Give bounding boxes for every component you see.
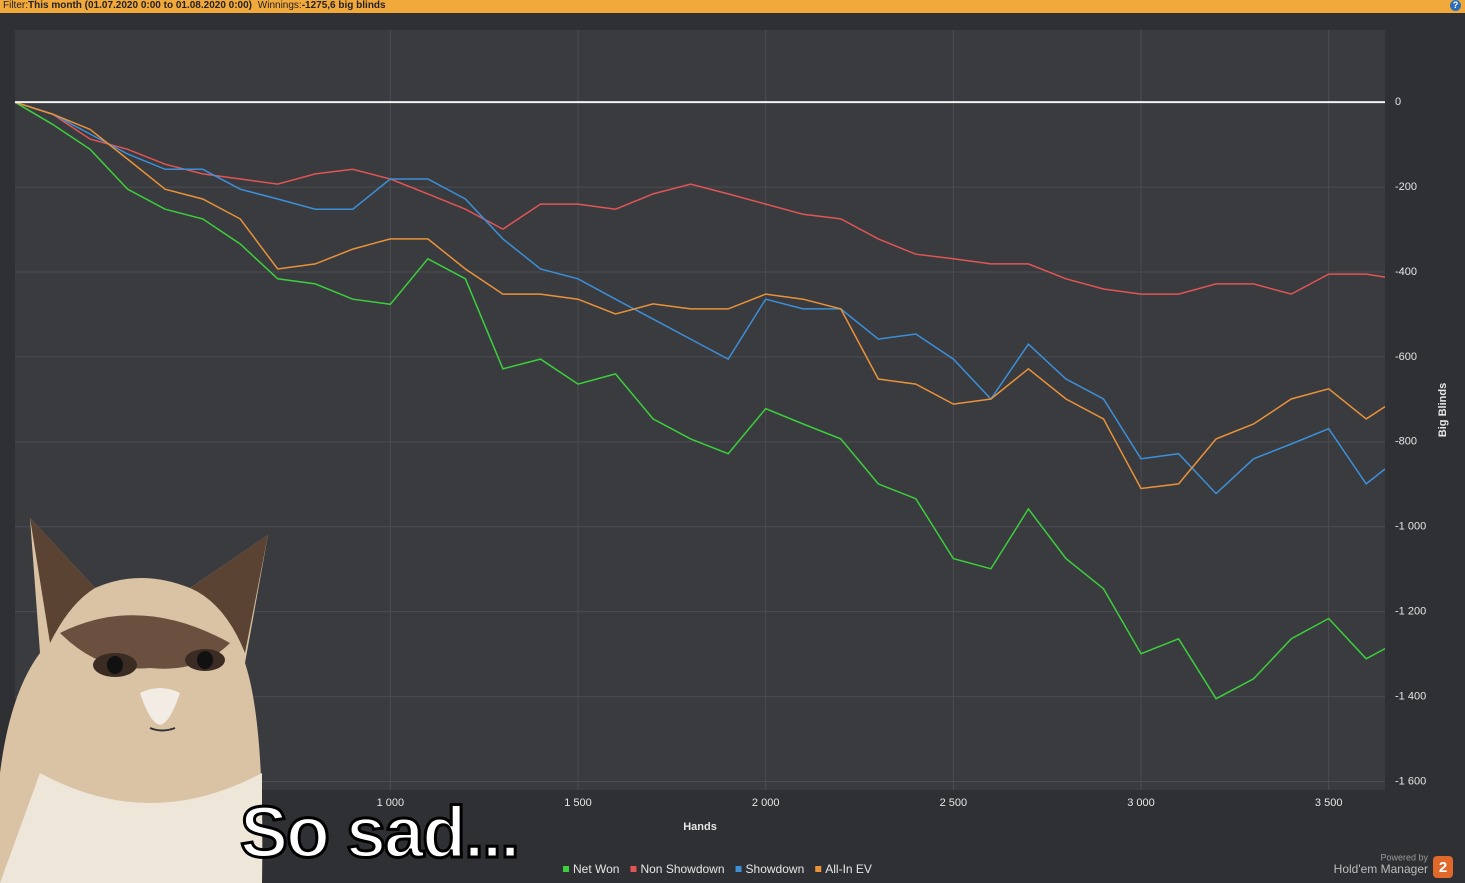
series-line <box>14 101 1386 700</box>
y-tick-label: -1 400 <box>1395 690 1426 702</box>
product-name: Hold'em Manager <box>1334 862 1428 876</box>
legend-label: Net Won <box>573 862 619 876</box>
x-tick-label: 1 000 <box>377 797 405 809</box>
y-tick-label: -600 <box>1395 351 1417 363</box>
series-line <box>14 101 1386 495</box>
logo-badge <box>1433 856 1453 878</box>
filter-bar: Filter:This month (01.07.2020 0:00 to 01… <box>0 0 1465 13</box>
x-tick-label: 3 000 <box>1127 797 1155 809</box>
y-tick-label: -1 600 <box>1395 775 1426 787</box>
winnings-value: -1275,6 big blinds <box>301 0 386 11</box>
filter-value: This month (01.07.2020 0:00 to 01.08.202… <box>28 0 252 11</box>
legend-swatch <box>563 866 569 872</box>
x-tick-label: 2 000 <box>752 797 780 809</box>
legend-swatch <box>815 866 822 872</box>
y-tick-label: -800 <box>1395 436 1417 448</box>
chart: So sad... Powered by Hold'em Manager 2 0… <box>0 30 1453 883</box>
y-tick-label: -400 <box>1395 266 1417 278</box>
y-axis-title: Big Blinds <box>1437 383 1449 437</box>
powered-by: Powered by <box>1380 852 1428 862</box>
legend-label: Non Showdown <box>640 862 724 876</box>
y-tick-label: -1 000 <box>1395 521 1426 533</box>
y-tick-label: -200 <box>1395 181 1417 193</box>
y-tick-label: -1 200 <box>1395 606 1426 618</box>
cat-picture <box>0 518 268 883</box>
x-axis-title: Hands <box>683 821 717 833</box>
help-icon[interactable]: ? <box>1450 0 1461 11</box>
series-line <box>14 101 1386 490</box>
legend-label: Showdown <box>746 862 805 876</box>
logo-number: 2 <box>1439 859 1447 876</box>
winnings-label: Winnings: <box>257 0 302 11</box>
meme-text: So sad... <box>240 793 518 873</box>
legend-swatch <box>735 866 742 872</box>
legend-label: All-In EV <box>825 862 872 876</box>
legend-swatch <box>630 866 637 872</box>
x-tick-label: 3 500 <box>1315 797 1343 809</box>
series-line <box>14 101 1386 295</box>
x-tick-label: 2 500 <box>940 797 968 809</box>
filter-label: Filter: <box>3 0 28 11</box>
y-tick-label: 0 <box>1395 96 1401 108</box>
x-tick-label: 1 500 <box>564 797 592 809</box>
